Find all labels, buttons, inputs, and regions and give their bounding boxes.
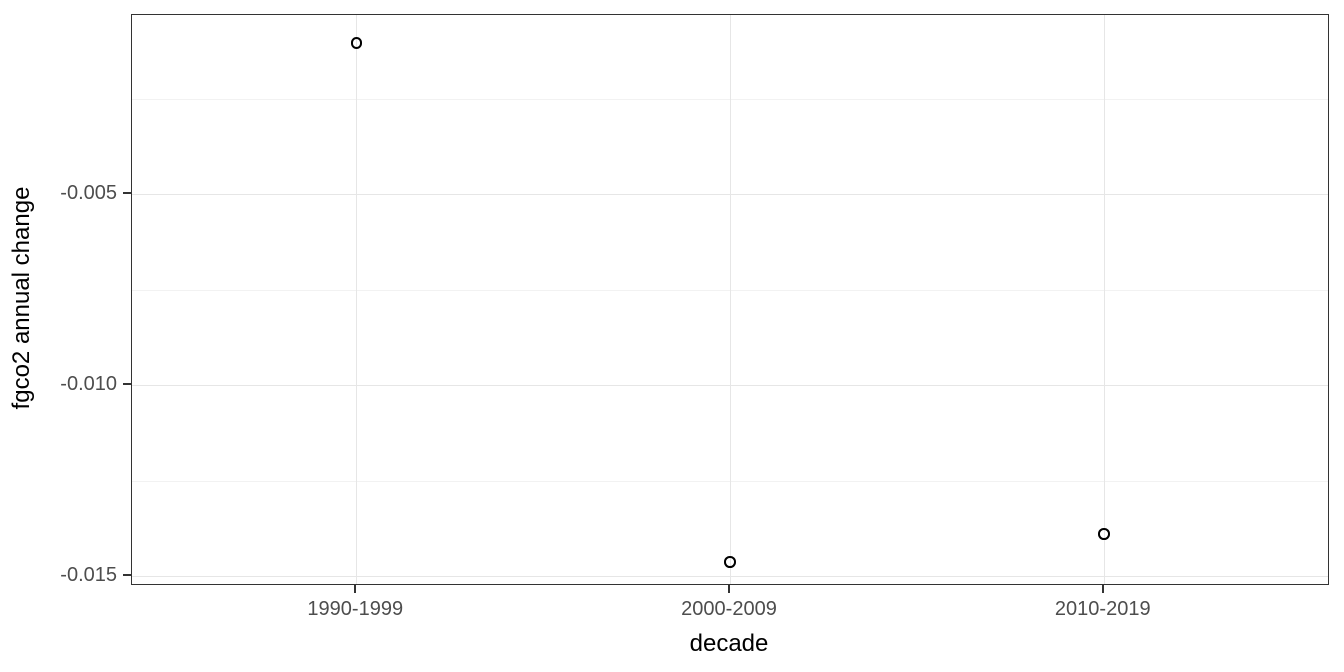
y-axis-tick xyxy=(123,383,131,386)
x-axis-tick xyxy=(1101,585,1104,593)
data-point xyxy=(1098,528,1110,540)
category-gridline xyxy=(730,15,731,584)
y-tick-label: -0.005 xyxy=(60,182,117,205)
x-axis-title: decade xyxy=(689,630,769,657)
plot-panel xyxy=(131,14,1329,585)
x-axis-tick xyxy=(728,585,730,593)
data-point xyxy=(724,556,736,568)
category-gridline xyxy=(356,15,358,584)
y-axis-tick xyxy=(123,573,131,576)
y-tick-label: -0.010 xyxy=(60,373,117,396)
y-axis-tick xyxy=(123,192,131,195)
x-axis-tick xyxy=(354,585,357,593)
y-axis-title: fgco2 annual change xyxy=(8,186,35,410)
y-tick-label: -0.015 xyxy=(60,563,117,586)
data-point xyxy=(350,37,362,49)
x-tick-label: 2010-2019 xyxy=(1054,598,1151,620)
category-gridline xyxy=(1103,15,1105,584)
x-tick-label: 2000-2009 xyxy=(681,598,777,620)
x-tick-label: 1990-1999 xyxy=(307,598,404,620)
